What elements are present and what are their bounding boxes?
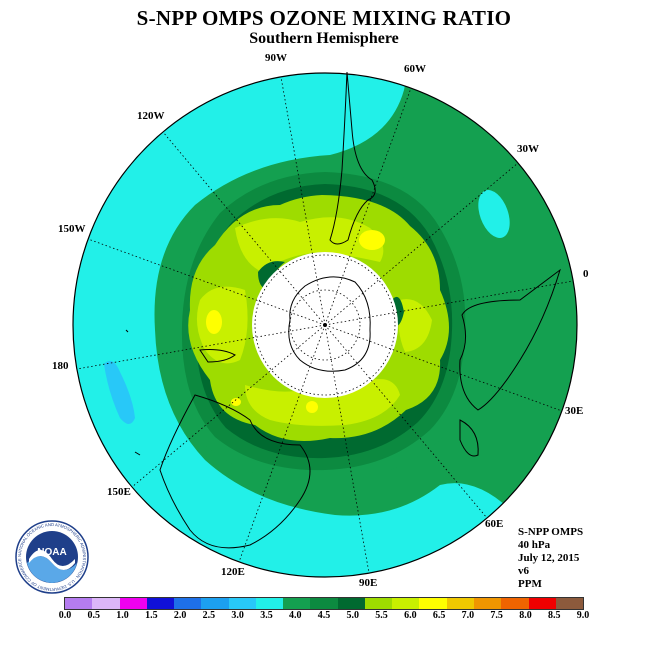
colorbar-segment [228,598,256,609]
lon-label-30w: 30W [517,143,539,155]
colorbar-tick-label: 3.0 [231,610,244,621]
australia-coast [159,394,311,549]
south-pole-marker [323,323,327,327]
lon-label-90w: 90W [265,52,287,64]
lon-label-180: 180 [52,360,69,372]
colorbar-segment [283,598,311,609]
colorbar-tick-label: 7.0 [461,610,475,621]
colorbar-tick-label: 7.5 [490,610,503,621]
info-version: v6 [518,565,529,577]
antarctica-coast [288,276,371,372]
colorbar [64,597,584,610]
colorbar-segment [419,598,447,609]
colorbar-segment [337,598,365,609]
colorbar-tick-label: 4.0 [288,610,302,621]
colorbar-tick-label: 1.0 [116,610,129,621]
colorbar-tick-label: 0.5 [87,610,101,621]
madagascar-coast [459,419,479,457]
graticule [76,76,574,574]
latitude-circle-outer [254,254,396,396]
lon-label-0: 0 [583,268,589,280]
contour-6.0-6.5-b [196,286,248,364]
colorbar-segment [501,598,529,609]
lon-label-90e: 90E [359,577,378,589]
lon-label-60w: 60W [404,63,426,75]
info-instrument: S-NPP OMPS [518,526,584,538]
island-2 [134,451,141,456]
map-subtitle: Southern Hemisphere [249,30,399,47]
map-boundary [72,72,578,578]
colorbar-segment [255,598,284,609]
colorbar-tick-label: 6.5 [432,610,446,621]
colorbar-tick-label: 1.5 [145,610,158,621]
colorbar-segment [201,598,229,609]
info-date: July 12, 2015 [518,552,580,564]
colorbar-tick-label: 5.0 [346,610,360,621]
lon-label-30e: 30E [565,405,584,417]
contour-6.0-6.5-c [245,379,400,426]
contour-6.0-6.5-d [398,299,432,352]
south-america-coast [329,71,376,245]
contour-6.0-6.5-a [235,217,384,272]
colorbar-tick-label: 0.0 [58,610,72,621]
contour-6.5-7.0-d [231,398,241,406]
lon-label-150w: 150W [58,223,86,235]
colorbar-segment [146,598,175,609]
lon-label-60e: 60E [485,518,504,530]
colorbar-segment [310,598,338,609]
colorbar-segment [119,598,147,609]
contour-3.5-4.0 [73,73,520,577]
contour-6.5-7.0-c [306,401,318,413]
info-block: S-NPP OMPS 40 hPa July 12, 2015 v6 PPM [518,526,583,591]
colorbar-tick-label: 6.0 [404,610,417,621]
info-units: PPM [518,578,542,590]
colorbar-segment [555,598,584,609]
island-1 [125,329,129,333]
noaa-logo-text: NOAA [37,547,66,558]
noaa-logo: NOAA NATIONAL OCEANIC AND ATMOSPHERIC AD… [15,520,89,594]
lon-label-150e: 150E [107,486,131,498]
contour-6.5-7.0-b [206,310,222,334]
colorbar-segment [473,598,502,609]
info-level: 40 hPa [518,539,551,551]
colorbar-tick-label: 2.5 [202,610,216,621]
latitude-circle-inner [289,289,361,361]
lon-label-120w: 120W [137,110,165,122]
colorbar-tick-label: 8.0 [519,610,532,621]
colorbar-tick-label: 4.5 [317,610,331,621]
colorbar-segment [364,598,393,609]
colorbar-tick-label: 5.5 [375,610,388,621]
new-zealand-coast [199,349,236,363]
contour-6.5-7.0-a [359,230,385,250]
contour-3.0-3.5 [104,360,135,424]
contour-3.5-4.0-island [478,190,510,238]
colorbar-tick-label: 9.0 [576,610,590,621]
coastlines [125,71,561,549]
colorbar-segment [174,598,202,609]
map-title: S-NPP OMPS OZONE MIXING RATIO [136,6,512,30]
colorbar-tick-label: 3.5 [260,610,273,621]
africa-coast [459,268,561,411]
colorbar-segment [92,598,120,609]
colorbar-segment [446,598,474,609]
colorbar-segment [392,598,420,609]
colorbar-segment [65,598,93,609]
colorbar-tick-label: 2.0 [173,610,187,621]
colorbar-segment [528,598,556,609]
lon-label-120e: 120E [221,566,245,578]
colorbar-tick-label: 8.5 [547,610,561,621]
